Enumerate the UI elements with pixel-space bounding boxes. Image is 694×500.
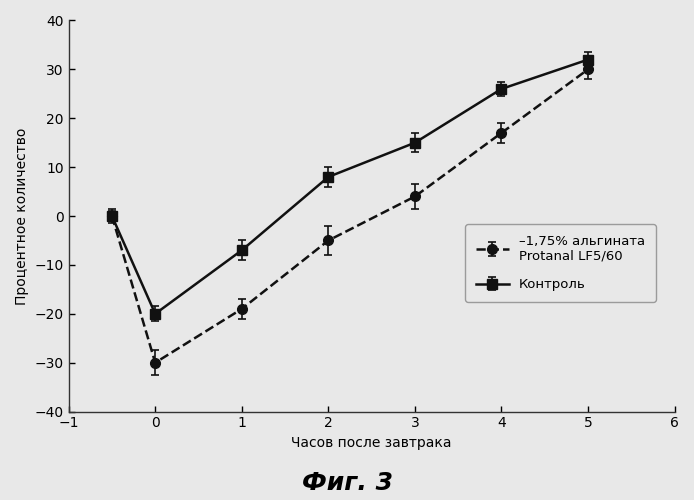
Text: Фиг. 3: Фиг. 3 xyxy=(301,471,393,495)
X-axis label: Часов после завтрака: Часов после завтрака xyxy=(291,436,452,450)
Y-axis label: Процентное количество: Процентное количество xyxy=(15,128,29,304)
Legend: –1,75% альгината
Protanal LF5/60, Контроль: –1,75% альгината Protanal LF5/60, Контро… xyxy=(465,224,656,302)
